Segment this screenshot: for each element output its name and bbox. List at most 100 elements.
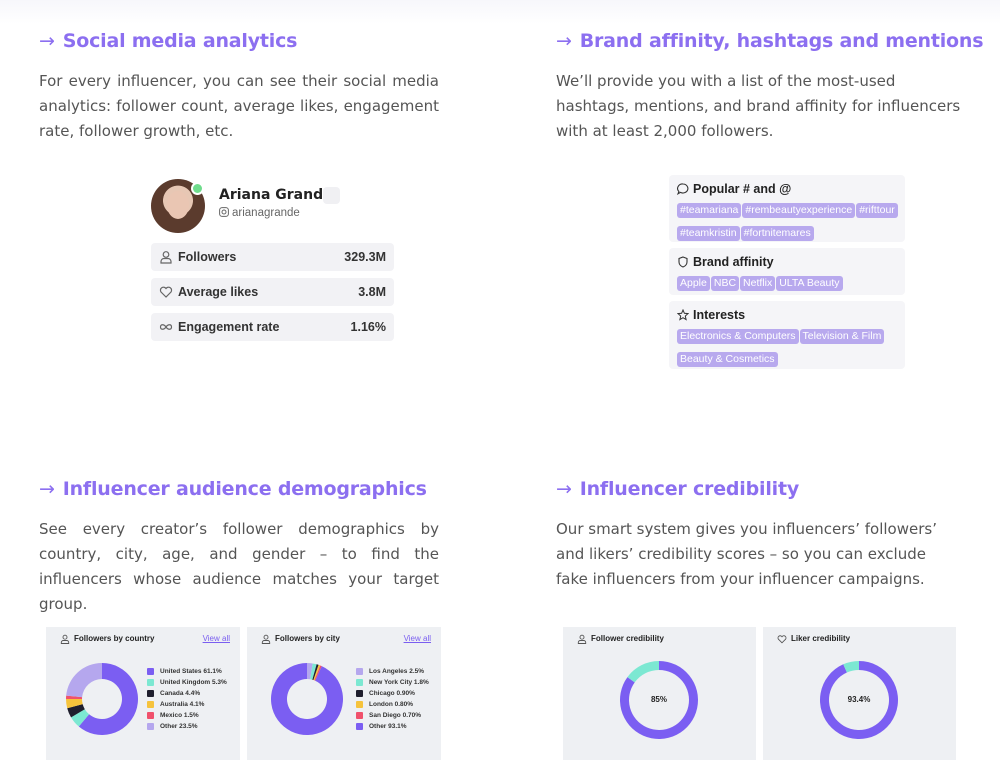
tag-chip: #teamkristin [677, 226, 740, 241]
interests-heading: Interests [676, 308, 746, 322]
legend-swatch [147, 701, 154, 708]
view-all-link[interactable]: View all [202, 634, 230, 643]
infinity-icon [159, 324, 173, 330]
donut-slice-australia [66, 699, 83, 709]
legend-label: Canada 4.4% [160, 690, 201, 697]
donut-slice-london [313, 664, 321, 681]
donut-slice-mexico [66, 695, 83, 700]
stat-label: Followers [178, 250, 237, 264]
user-icon [60, 634, 70, 644]
demographics-section-title: → Influencer audience demographics [39, 478, 427, 500]
stat-label: Average likes [178, 285, 259, 299]
view-all-link[interactable]: View all [403, 634, 431, 643]
chat-bubble-icon [676, 183, 689, 196]
shield-icon [678, 256, 688, 268]
demographics-section-description: See every creator’s follower demographic… [39, 520, 439, 613]
legend-swatch [147, 668, 154, 675]
online-status-dot [191, 182, 204, 195]
legend-swatch [356, 668, 363, 675]
legend-label: San Diego 0.70% [369, 712, 422, 719]
credibility-section-title: → Influencer credibility [556, 478, 799, 500]
legend-label: New York City 1.8% [369, 679, 429, 686]
interests-title: Interests [693, 308, 746, 322]
followers-by-country-card: Followers by country View all United Sta… [46, 627, 240, 760]
legend-swatch [147, 723, 154, 730]
user-icon [577, 634, 587, 644]
legend-label: London 0.80% [369, 701, 414, 708]
liker-credibility-card: Liker credibility 93.4% [763, 627, 956, 760]
stat-label: Engagement rate [178, 320, 280, 334]
popular-tags-heading: Popular # and @ [676, 182, 792, 196]
stat-value: 329.3M [344, 250, 386, 264]
chart-title: Followers by country [74, 634, 155, 643]
brand-section-description: We’ll provide you with a list of the mos… [556, 72, 961, 140]
legend-swatch [356, 690, 363, 697]
brand-tags-list: Apple NBC Netflix ULTA Beauty [677, 273, 899, 296]
popular-tags-panel: Popular # and @ #teamariana #rembeautyexp… [669, 175, 905, 242]
legend-label: Australia 4.1% [160, 701, 205, 708]
profile-handle: arianagrande [219, 207, 300, 219]
brand-affinity-title: Brand affinity [693, 255, 774, 269]
interest-tags-list: Electronics & Computers Television & Film… [677, 326, 899, 372]
donut-slice-los-angeles [307, 663, 313, 680]
user-icon [261, 634, 271, 644]
social-title-text: Social media analytics [62, 30, 298, 52]
social-section-title: → Social media analytics [39, 30, 297, 52]
arrow-icon: → [556, 30, 572, 52]
brand-title-text: Brand affinity, hashtags and mentions [579, 30, 984, 52]
follower-credibility-value: 85% [650, 695, 667, 704]
brand-section-title: → Brand affinity, hashtags and mentions [556, 30, 984, 52]
tag-chip: Electronics & Computers [677, 329, 799, 344]
tag-chip: #rifttour [856, 203, 898, 218]
legend-swatch [356, 679, 363, 686]
tag-chip: #rembeautyexperience [742, 203, 856, 218]
legend-label: Mexico 1.5% [160, 712, 199, 719]
social-section-description: For every influencer, you can see their … [39, 72, 439, 140]
interests-panel: Interests Electronics & Computers Televis… [669, 301, 905, 369]
tag-chip: Apple [677, 276, 710, 291]
legend-swatch [147, 712, 154, 719]
legend-swatch [147, 679, 154, 686]
credibility-section-description: Our smart system gives you influencers’ … [556, 520, 937, 588]
liker-credibility-value: 93.4% [847, 695, 871, 704]
legend-swatch [356, 723, 363, 730]
heart-icon [159, 286, 173, 298]
brand-affinity-heading: Brand affinity [677, 255, 774, 269]
tag-chip: #fortnitemares [740, 226, 814, 241]
platform-badge-icon [323, 187, 340, 204]
donut-slice-rest [843, 661, 859, 673]
stat-engagement-rate: Engagement rate 1.16% [151, 313, 394, 341]
tag-chip: ULTA Beauty [776, 276, 843, 291]
profile-name: Ariana Grande [219, 187, 333, 203]
donut-slice-san-diego [314, 665, 322, 681]
handle-text: arianagrande [232, 207, 300, 219]
donut-slice-chicago [312, 664, 319, 681]
brand-affinity-panel: Brand affinity Apple NBC Netflix ULTA Beaut… [669, 248, 905, 295]
tag-chip: Netflix [740, 276, 776, 291]
tag-chip: Beauty & Cosmetics [677, 352, 778, 367]
donut-slice-united-kingdom [71, 709, 90, 727]
demographics-title-text: Influencer audience demographics [62, 478, 427, 500]
arrow-icon: → [39, 478, 55, 500]
liker-credibility-donut [820, 661, 898, 739]
popular-tags-list: #teamariana #rembeautyexperience #rifttour… [677, 200, 899, 246]
follower-credibility-card: Follower credibility 85% [563, 627, 756, 760]
popular-tags-title: Popular # and @ [693, 182, 792, 196]
legend-label: United States 61.1% [160, 668, 222, 675]
user-icon [160, 251, 172, 264]
legend-label: Other 23.5% [160, 723, 198, 730]
legend-label: Chicago 0.90% [369, 690, 415, 697]
legend-label: United Kingdom 5.3% [160, 679, 227, 686]
legend-label: Other 93.1% [369, 723, 407, 730]
followers-by-city-card: Followers by city View all Los Angeles 2… [247, 627, 441, 760]
legend-swatch [356, 712, 363, 719]
follower-credibility-donut [620, 661, 698, 739]
credibility-title-text: Influencer credibility [579, 478, 800, 500]
donut-slice-rest [627, 661, 659, 683]
top-fade [0, 0, 1000, 24]
tag-chip: Television & Film [799, 329, 885, 344]
stat-value: 1.16% [350, 320, 386, 334]
donut-slice-other [271, 663, 343, 735]
legend-label: Los Angeles 2.5% [369, 668, 425, 675]
star-icon [676, 308, 690, 321]
